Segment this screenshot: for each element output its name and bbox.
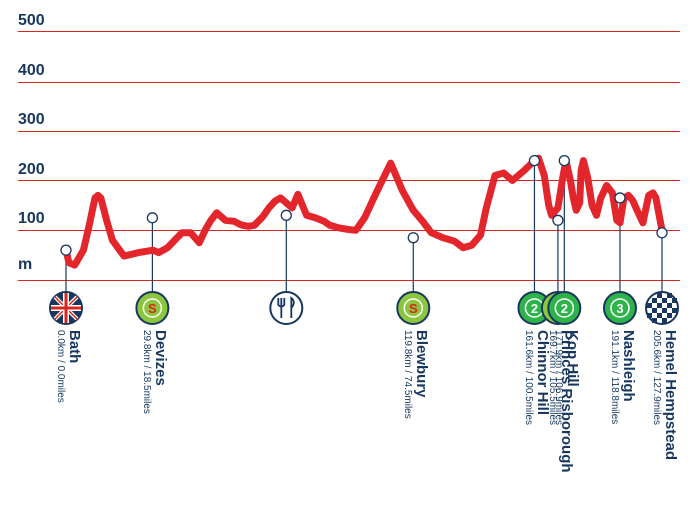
icon-disc: [547, 291, 582, 325]
waypoint-name: Nashleigh: [619, 330, 637, 402]
badge-text: S: [409, 301, 418, 316]
checker-square: [662, 298, 667, 303]
waypoint-distance: 29.8km / 18.5miles: [141, 330, 153, 414]
checker-square: [647, 303, 652, 308]
waypoint-marker: [614, 192, 626, 204]
waypoint-name: Blewbury: [413, 330, 431, 398]
y-tick-label-400: 400: [18, 62, 45, 79]
waypoint-marker: [656, 227, 668, 239]
checker-square: [657, 293, 662, 298]
waypoint-marker: [60, 244, 72, 256]
badge-ring: [554, 298, 575, 318]
gridline-200: [18, 180, 680, 181]
icon-disc: [396, 291, 431, 325]
waypoint-label: Nashleigh 191.1km / 118.8miles: [608, 330, 637, 424]
waypoint-label: Bath 0.0km / 0.0miles: [54, 330, 83, 403]
checker-square: [667, 303, 672, 308]
gridline-400: [18, 82, 680, 83]
finish-flag-icon: [645, 291, 679, 325]
flag-cross-red: [51, 293, 81, 323]
waypoint-name: Hemel Hempstead: [662, 330, 679, 461]
badge-text: 2: [531, 301, 538, 316]
climb-cat2-icon: 2: [547, 291, 582, 325]
y-tick-label-300: 300: [18, 111, 45, 128]
gridline-300: [18, 131, 680, 132]
waypoint-label: Devizes 29.8km / 18.5miles: [140, 330, 169, 414]
checker-square: [652, 318, 657, 323]
waypoint-marker: [558, 154, 570, 167]
badge-ring: [142, 298, 163, 318]
checker-square: [647, 313, 652, 318]
baseline: [18, 280, 680, 281]
checker-square: [652, 308, 657, 313]
icon-disc: [602, 291, 637, 325]
feed-zone-icon: [269, 291, 304, 325]
waypoint-marker: [528, 154, 541, 167]
badge-text: 2: [561, 301, 568, 316]
sprint-icon: S: [135, 291, 170, 325]
knife-glyph: [290, 296, 295, 318]
y-tick-label-500: 500: [18, 12, 45, 29]
waypoint-distance: 191.1km / 118.8miles: [608, 330, 620, 425]
checker-square: [662, 308, 667, 313]
checker-square: [667, 313, 672, 318]
y-axis-unit-label: m: [18, 256, 33, 273]
waypoint-label: Blewbury 119.8km / 74.5miles: [401, 330, 430, 419]
icon-disc: [269, 291, 304, 325]
badge-ring: [610, 298, 630, 318]
waypoint-marker: [407, 232, 419, 244]
checker-square: [672, 308, 677, 313]
waypoint-marker: [280, 209, 292, 221]
waypoint-name: Devizes: [152, 330, 170, 386]
checker-square: [652, 298, 657, 303]
badge-text: S: [148, 301, 157, 316]
checker-square: [657, 303, 662, 308]
badge-text: 3: [616, 301, 623, 316]
badge-ring: [403, 298, 424, 318]
waypoint-distance: 171.9km / 106.9miles: [553, 330, 565, 426]
union-flag-icon: [49, 291, 83, 325]
waypoint-distance: 161.6km / 100.5miles: [523, 330, 535, 426]
checker-square: [672, 298, 677, 303]
gridline-500: [18, 31, 680, 32]
sprint-icon: S: [396, 291, 431, 325]
y-tick-label-100: 100: [18, 210, 45, 227]
waypoint-name: Bath: [66, 330, 83, 364]
checker-square: [662, 318, 667, 323]
waypoint-name: Kop Hill: [564, 330, 582, 387]
waypoint-label: Kop Hill 171.9km / 106.9miles: [552, 330, 581, 425]
checker-square: [667, 293, 672, 298]
checker-square: [657, 313, 662, 318]
fork-glyph: [277, 298, 286, 318]
waypoint-marker: [146, 212, 159, 224]
waypoint-distance: 205.6km / 127.9miles: [651, 330, 662, 426]
icon-disc: [135, 291, 170, 325]
waypoint-distance: 119.8km / 74.5miles: [402, 330, 414, 419]
y-tick-label-200: 200: [18, 161, 45, 178]
waypoint-marker: [552, 214, 564, 226]
waypoint-distance: 0.0km / 0.0miles: [55, 330, 66, 403]
waypoint-label: Hemel Hempstead 205.6km / 127.9miles: [650, 330, 679, 460]
elevation-profile-line: [62, 154, 666, 269]
climb-cat3-icon: 3: [602, 291, 637, 325]
